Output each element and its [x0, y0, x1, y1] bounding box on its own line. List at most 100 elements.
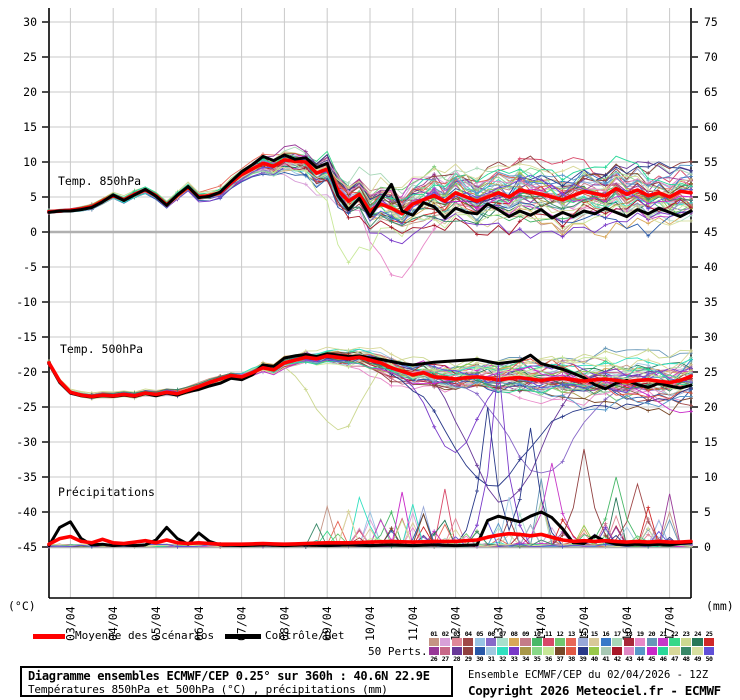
pert-number: 27	[441, 655, 449, 663]
left-tick-label: -10	[16, 295, 37, 309]
pert-color-swatch	[669, 646, 680, 656]
pert-color-swatch	[451, 638, 462, 647]
pert-color-swatch	[531, 638, 543, 647]
right-tick-label: 25	[704, 365, 718, 379]
pert-color-swatch	[589, 646, 600, 656]
pert-color-swatch	[577, 646, 588, 656]
pert-number: 20	[648, 630, 656, 638]
right-tick-label: 5	[704, 505, 711, 519]
perts-numbers-01-25: 01 02 03 04 05 06 07 08 09 10 11 12 13 14 15 16 17 18 19 20…	[428, 630, 716, 638]
pert-color-swatch	[508, 638, 520, 647]
pert-number: 10	[533, 630, 541, 638]
left-tick-label: -45	[16, 540, 37, 554]
mean-precip-line	[47, 531, 693, 546]
pert-number: 47	[671, 655, 678, 663]
control-850-line	[47, 153, 693, 220]
right-tick-label: 75	[704, 15, 718, 29]
pert-number: 30	[476, 655, 484, 663]
pert-color-swatch	[703, 646, 715, 656]
control-legend-label: Contrôle/Det	[265, 629, 345, 642]
x-tick-label: 04/04	[106, 606, 120, 641]
pert-number: 36	[545, 655, 552, 663]
pert-number: 26	[430, 655, 438, 663]
pert-color-swatch	[669, 638, 680, 647]
pert-color-swatch	[680, 638, 692, 647]
pert-color-swatch	[428, 646, 439, 656]
right-tick-label: 35	[704, 295, 718, 309]
pert-number: 37	[556, 655, 564, 663]
control-precip-line	[47, 510, 693, 548]
pert-number: 33	[510, 655, 518, 663]
ensemble-member-line	[48, 355, 692, 396]
pert-color-swatch	[531, 646, 543, 656]
pert-number: 15	[590, 630, 598, 638]
x-tick-label: 05/04	[149, 606, 163, 641]
pert-number: 32	[499, 655, 506, 663]
pert-color-swatch	[520, 638, 531, 647]
right-tick-label: 50	[704, 190, 718, 204]
pert-number: 14	[579, 630, 587, 638]
pert-color-swatch	[554, 646, 565, 656]
perts-legend: 01 02 03 04 05 06 07 08 09 10 11 12 13 14 15 16 17 18 19 20…	[428, 630, 716, 663]
pert-color-swatch	[428, 638, 439, 647]
x-tick-label: 08/04	[277, 606, 291, 641]
pert-color-swatch	[508, 646, 520, 656]
label-precipitations: Précipitations	[58, 485, 155, 499]
x-tick-label: 03/04	[63, 606, 77, 641]
pert-color-swatch	[634, 638, 646, 647]
pert-number: 25	[705, 630, 713, 638]
pert-number: 31	[487, 655, 495, 663]
ensemble-member-line	[48, 349, 692, 431]
pert-color-swatch	[462, 646, 474, 656]
pert-color-swatch	[703, 638, 715, 647]
pert-number: 40	[590, 655, 598, 663]
left-tick-label: 25	[23, 50, 37, 64]
pert-number: 43	[625, 655, 633, 663]
pert-number: 17	[613, 630, 621, 638]
pert-color-swatch	[439, 638, 451, 647]
pert-color-swatch	[623, 646, 634, 656]
label-temp-850: Temp. 850hPa	[58, 174, 141, 188]
x-tick-label: 15/04	[577, 606, 591, 641]
pert-number: 48	[682, 655, 690, 663]
run-label: Ensemble ECMWF/CEP du 02/04/2026 - 12Z	[468, 669, 709, 681]
copyright-label: Copyright 2026 Meteociel.fr - ECMWF	[468, 683, 721, 698]
left-tick-label: 30	[23, 15, 37, 29]
pert-number: 09	[522, 630, 529, 638]
left-tick-label: 15	[23, 120, 37, 134]
right-tick-label: 65	[704, 85, 718, 99]
pert-color-swatch	[520, 646, 531, 656]
pert-number: 04	[464, 630, 472, 638]
pert-number: 07	[499, 630, 506, 638]
pert-color-swatch	[462, 638, 474, 647]
left-tick-label: -15	[16, 330, 37, 344]
mean-line-swatch	[33, 634, 65, 639]
left-tick-label: -5	[23, 260, 37, 274]
pert-number: 41	[602, 655, 610, 663]
pert-color-swatch	[612, 638, 623, 647]
x-tick-label: 13/04	[491, 606, 505, 641]
x-tick-label: 09/04	[320, 606, 334, 641]
pert-color-swatch	[497, 638, 508, 647]
pert-color-swatch	[589, 638, 600, 647]
pert-number: 11	[545, 630, 552, 638]
pert-number: 46	[659, 655, 667, 663]
right-tick-label: 45	[704, 225, 718, 239]
pert-color-swatch	[657, 638, 669, 647]
pert-color-swatch	[612, 646, 623, 656]
pert-color-swatch	[680, 646, 692, 656]
left-tick-label: 10	[23, 155, 37, 169]
pert-color-swatch	[566, 646, 577, 656]
right-tick-label: 0	[704, 540, 711, 554]
left-tick-label: 5	[30, 190, 37, 204]
x-tick-label: 17/04	[663, 606, 677, 641]
pert-number: 08	[510, 630, 518, 638]
pert-color-swatch	[566, 638, 577, 647]
perts-colors-01-25	[428, 638, 716, 647]
pert-color-swatch	[474, 638, 485, 647]
x-tick-label: 07/04	[235, 606, 249, 641]
pert-number: 16	[602, 630, 610, 638]
pert-number: 23	[682, 630, 690, 638]
pert-color-swatch	[543, 646, 554, 656]
